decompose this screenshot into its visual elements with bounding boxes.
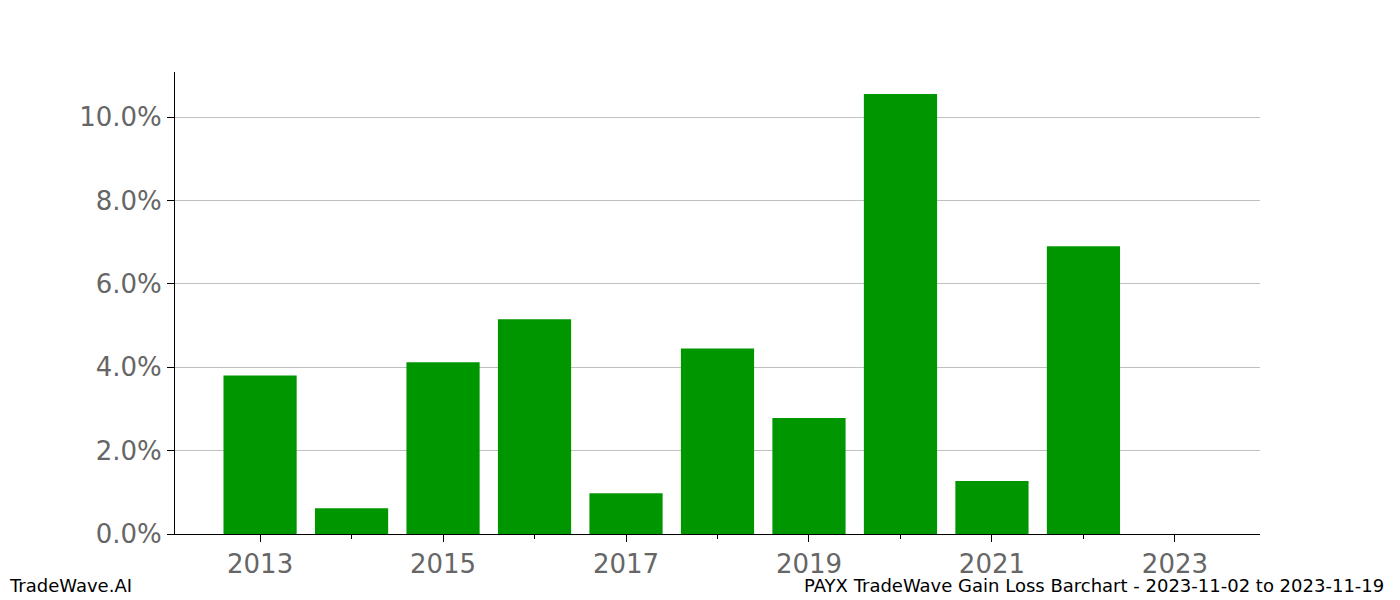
svg-text:2015: 2015 [410,549,476,579]
svg-text:4.0%: 4.0% [96,352,162,382]
svg-text:2019: 2019 [776,549,842,579]
svg-text:2017: 2017 [593,549,659,579]
svg-text:10.0%: 10.0% [79,102,162,132]
svg-text:2013: 2013 [227,549,293,579]
svg-text:0.0%: 0.0% [96,519,162,549]
svg-text:PAYX TradeWave Gain Loss Barch: PAYX TradeWave Gain Loss Barchart - 2023… [804,575,1384,596]
svg-text:TradeWave.AI: TradeWave.AI [9,575,132,596]
svg-text:2023: 2023 [1142,549,1208,579]
svg-text:8.0%: 8.0% [96,186,162,216]
svg-text:2021: 2021 [959,549,1025,579]
svg-text:6.0%: 6.0% [96,269,162,299]
svg-text:2.0%: 2.0% [96,436,162,466]
